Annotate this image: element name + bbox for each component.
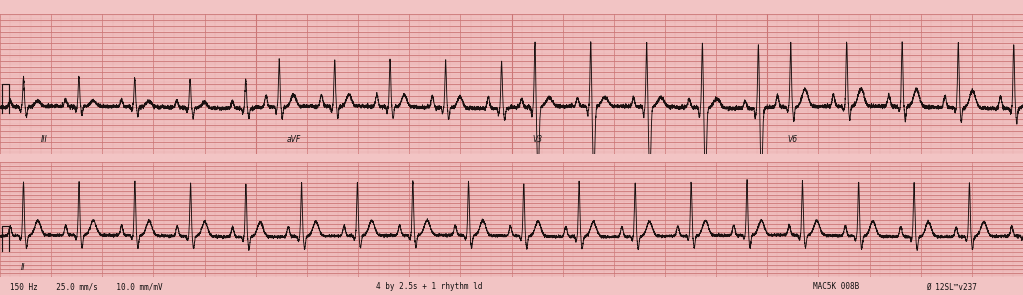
Text: V6: V6 bbox=[788, 135, 798, 144]
Text: aVF: aVF bbox=[286, 135, 301, 144]
Text: III: III bbox=[41, 135, 48, 144]
Text: 4 by 2.5s + 1 rhythm ld: 4 by 2.5s + 1 rhythm ld bbox=[376, 282, 483, 291]
Text: MAC5K 008B: MAC5K 008B bbox=[813, 282, 859, 291]
Text: V3: V3 bbox=[532, 135, 542, 144]
Text: II: II bbox=[20, 263, 25, 272]
Text: 150 Hz    25.0 mm/s    10.0 mm/mV: 150 Hz 25.0 mm/s 10.0 mm/mV bbox=[10, 282, 163, 291]
Text: Ø 12SL™v237: Ø 12SL™v237 bbox=[926, 282, 977, 291]
